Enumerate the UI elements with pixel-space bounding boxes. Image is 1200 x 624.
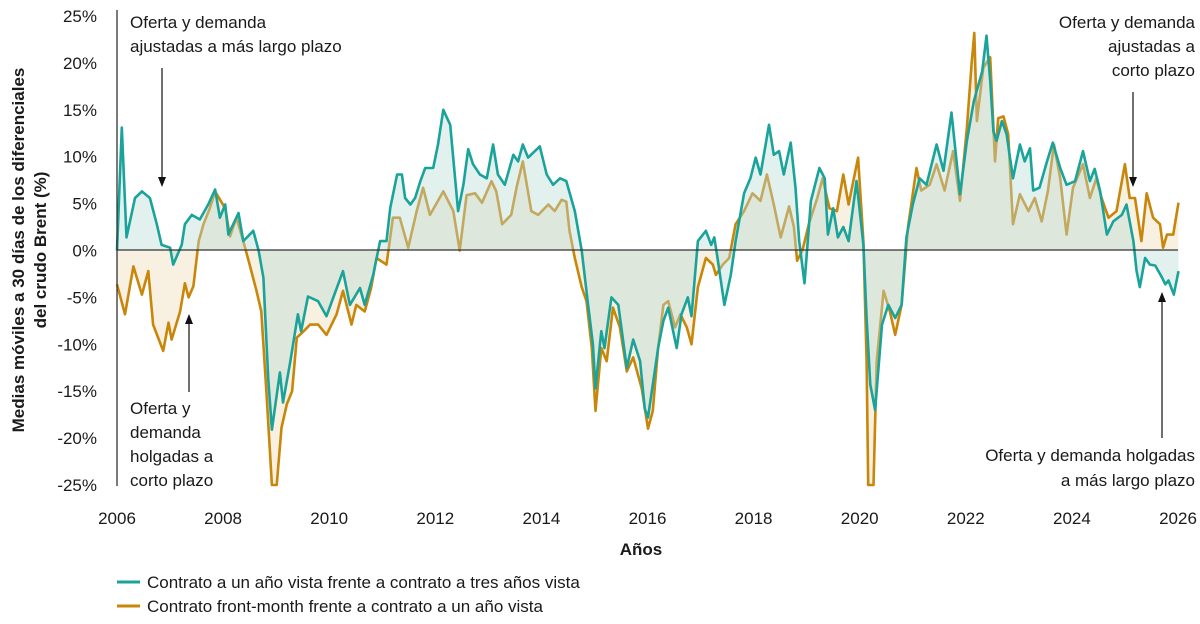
annotation-text: Oferta y xyxy=(130,399,191,418)
y-tick-label: 0% xyxy=(72,242,97,261)
x-tick-label: 2008 xyxy=(204,509,242,528)
area-fill-teal xyxy=(117,35,1179,430)
annotation-text: corto plazo xyxy=(1112,61,1195,80)
x-axis-title: Años xyxy=(620,540,663,559)
x-tick-label: 2010 xyxy=(310,509,348,528)
area-fill-gold xyxy=(117,32,1179,486)
arrowhead-icon xyxy=(1129,177,1137,187)
annotation-text: Oferta y demanda xyxy=(1059,13,1196,32)
annotation-text: a más largo plazo xyxy=(1061,471,1195,490)
x-tick-labels: 2006 2008 2010 2012 2014 2016 2018 2020 2022 2024… xyxy=(98,509,1197,528)
arrowhead-icon xyxy=(1158,292,1166,302)
x-tick-label: 2024 xyxy=(1053,509,1091,528)
annotation-text: corto plazo xyxy=(130,471,213,490)
y-tick-label: 5% xyxy=(72,195,97,214)
series-line-teal xyxy=(115,34,1180,431)
x-tick-label: 2014 xyxy=(522,509,560,528)
x-tick-label: 2012 xyxy=(416,509,454,528)
x-tick-label: 2016 xyxy=(629,509,667,528)
annotation-text: Oferta y demanda xyxy=(130,13,267,32)
y-axis-title-line-2: del crudo Brent (%) xyxy=(31,172,50,329)
y-tick-label: -5% xyxy=(67,288,97,307)
series-line-gold xyxy=(115,31,1180,487)
annotation-text: demanda xyxy=(130,423,201,442)
area-fills xyxy=(117,32,1179,486)
y-tick-label: -25% xyxy=(57,476,97,495)
legend-label-teal: Contrato a un año vista frente a contrat… xyxy=(147,573,580,592)
y-axis-title-line-1: Medias móviles a 30 días de los diferenc… xyxy=(9,68,28,433)
arrowhead-icon xyxy=(185,314,193,324)
y-tick-label: 20% xyxy=(63,54,97,73)
legend: Contrato a un año vista frente a contrat… xyxy=(117,573,580,616)
x-tick-label: 2020 xyxy=(841,509,879,528)
y-tick-label: -10% xyxy=(57,335,97,354)
x-tick-label: 2026 xyxy=(1159,509,1197,528)
x-tick-label: 2006 xyxy=(98,509,136,528)
annotation-text: holgadas a xyxy=(130,447,214,466)
arrowhead-icon xyxy=(158,177,166,187)
annotation-loose-short-term: Oferta y demanda holgadas a corto plazo xyxy=(130,314,214,490)
annotation-tight-short-term: Oferta y demanda ajustadas a corto plazo xyxy=(1059,13,1196,187)
y-tick-label: 10% xyxy=(63,148,97,167)
legend-label-gold: Contrato front-month frente a contrato a… xyxy=(147,597,543,616)
y-tick-label: -20% xyxy=(57,429,97,448)
annotation-loose-long-term: Oferta y demanda holgadas a más largo pl… xyxy=(985,292,1195,490)
y-tick-label: 25% xyxy=(63,7,97,26)
annotation-tight-long-term: Oferta y demanda ajustadas a más largo p… xyxy=(130,13,342,187)
x-tick-label: 2022 xyxy=(947,509,985,528)
series-lines xyxy=(115,31,1180,487)
annotation-text: Oferta y demanda holgadas xyxy=(985,446,1195,465)
y-tick-label: -15% xyxy=(57,382,97,401)
annotation-text: ajustadas a más largo plazo xyxy=(130,37,342,56)
x-tick-label: 2018 xyxy=(735,509,773,528)
y-tick-label: 15% xyxy=(63,101,97,120)
annotation-text: ajustadas a xyxy=(1108,37,1195,56)
y-tick-labels: 25% 20% 15% 10% 5% 0% -5% -10% -15% -20% -25% xyxy=(57,7,97,495)
